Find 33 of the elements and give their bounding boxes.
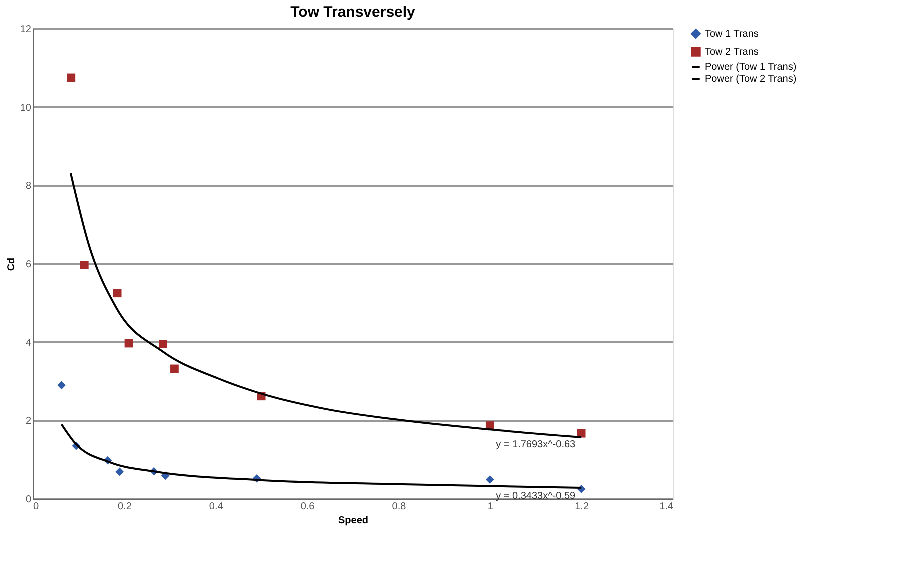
x-tick-label: 0.6	[300, 502, 316, 512]
chart-title: Tow Transversely	[290, 4, 416, 21]
annotation: y = 1.7693x^-0.63	[496, 439, 576, 450]
point	[80, 260, 89, 270]
x-tick-label: 1.4	[660, 502, 674, 512]
point	[170, 364, 179, 374]
x-tick-label: 1.2	[575, 502, 590, 512]
y-tick-label: 4	[26, 338, 32, 349]
y-tick-label: 2	[26, 416, 32, 428]
legend-label: Tow 2 Trans	[705, 47, 759, 58]
legend-label: Tow 1 Trans	[705, 29, 759, 40]
y-tick-label: 6	[26, 260, 32, 270]
x-tick-label: 0	[34, 502, 40, 512]
point	[116, 468, 124, 476]
y-axis-title: Cd	[6, 258, 18, 272]
point	[124, 339, 134, 348]
legend-label: Power (Tow 1 Trans)	[705, 62, 797, 73]
y-tick-label: 10	[20, 102, 32, 114]
x-axis-title: Speed	[338, 516, 369, 526]
point	[58, 381, 66, 390]
x-tick-label: 1	[488, 502, 494, 512]
legend-label: Power (Tow 2 Trans)	[705, 74, 797, 85]
x-tick-label: 0.8	[392, 502, 407, 512]
y-tick-label: 12	[20, 24, 32, 36]
point	[159, 340, 168, 348]
point	[113, 289, 122, 298]
point	[67, 74, 76, 82]
y-tick-label: 8	[26, 181, 32, 192]
point	[486, 476, 494, 484]
x-tick-label: 0.2	[118, 502, 132, 512]
y-tick-label: 0	[26, 494, 32, 506]
x-tick-label: 0.4	[209, 502, 224, 512]
point	[577, 429, 586, 438]
